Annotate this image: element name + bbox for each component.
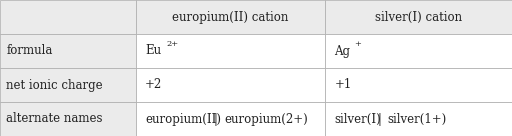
Text: Ag: Ag — [334, 44, 350, 58]
Text: Eu: Eu — [145, 44, 161, 58]
Text: formula: formula — [6, 44, 53, 58]
Text: alternate names: alternate names — [6, 112, 102, 126]
Bar — [325, 68, 512, 102]
Text: +2: +2 — [145, 78, 162, 92]
Bar — [136, 102, 325, 136]
Bar — [0, 68, 136, 102]
Text: +: + — [354, 40, 360, 47]
Text: |: | — [377, 112, 381, 126]
Bar — [136, 0, 325, 34]
Bar — [0, 102, 136, 136]
Text: silver(I): silver(I) — [334, 112, 381, 126]
Bar — [0, 0, 136, 34]
Text: silver(1+): silver(1+) — [387, 112, 446, 126]
Text: net ionic charge: net ionic charge — [6, 78, 103, 92]
Bar — [0, 34, 136, 68]
Text: 2+: 2+ — [166, 40, 179, 47]
Text: |: | — [214, 112, 218, 126]
Text: +1: +1 — [334, 78, 352, 92]
Bar — [136, 34, 325, 68]
Text: europium(II) cation: europium(II) cation — [172, 10, 289, 24]
Bar — [325, 0, 512, 34]
Bar — [325, 34, 512, 68]
Text: europium(2+): europium(2+) — [224, 112, 308, 126]
Text: europium(II): europium(II) — [145, 112, 221, 126]
Bar — [136, 68, 325, 102]
Text: silver(I) cation: silver(I) cation — [375, 10, 462, 24]
Bar — [325, 102, 512, 136]
